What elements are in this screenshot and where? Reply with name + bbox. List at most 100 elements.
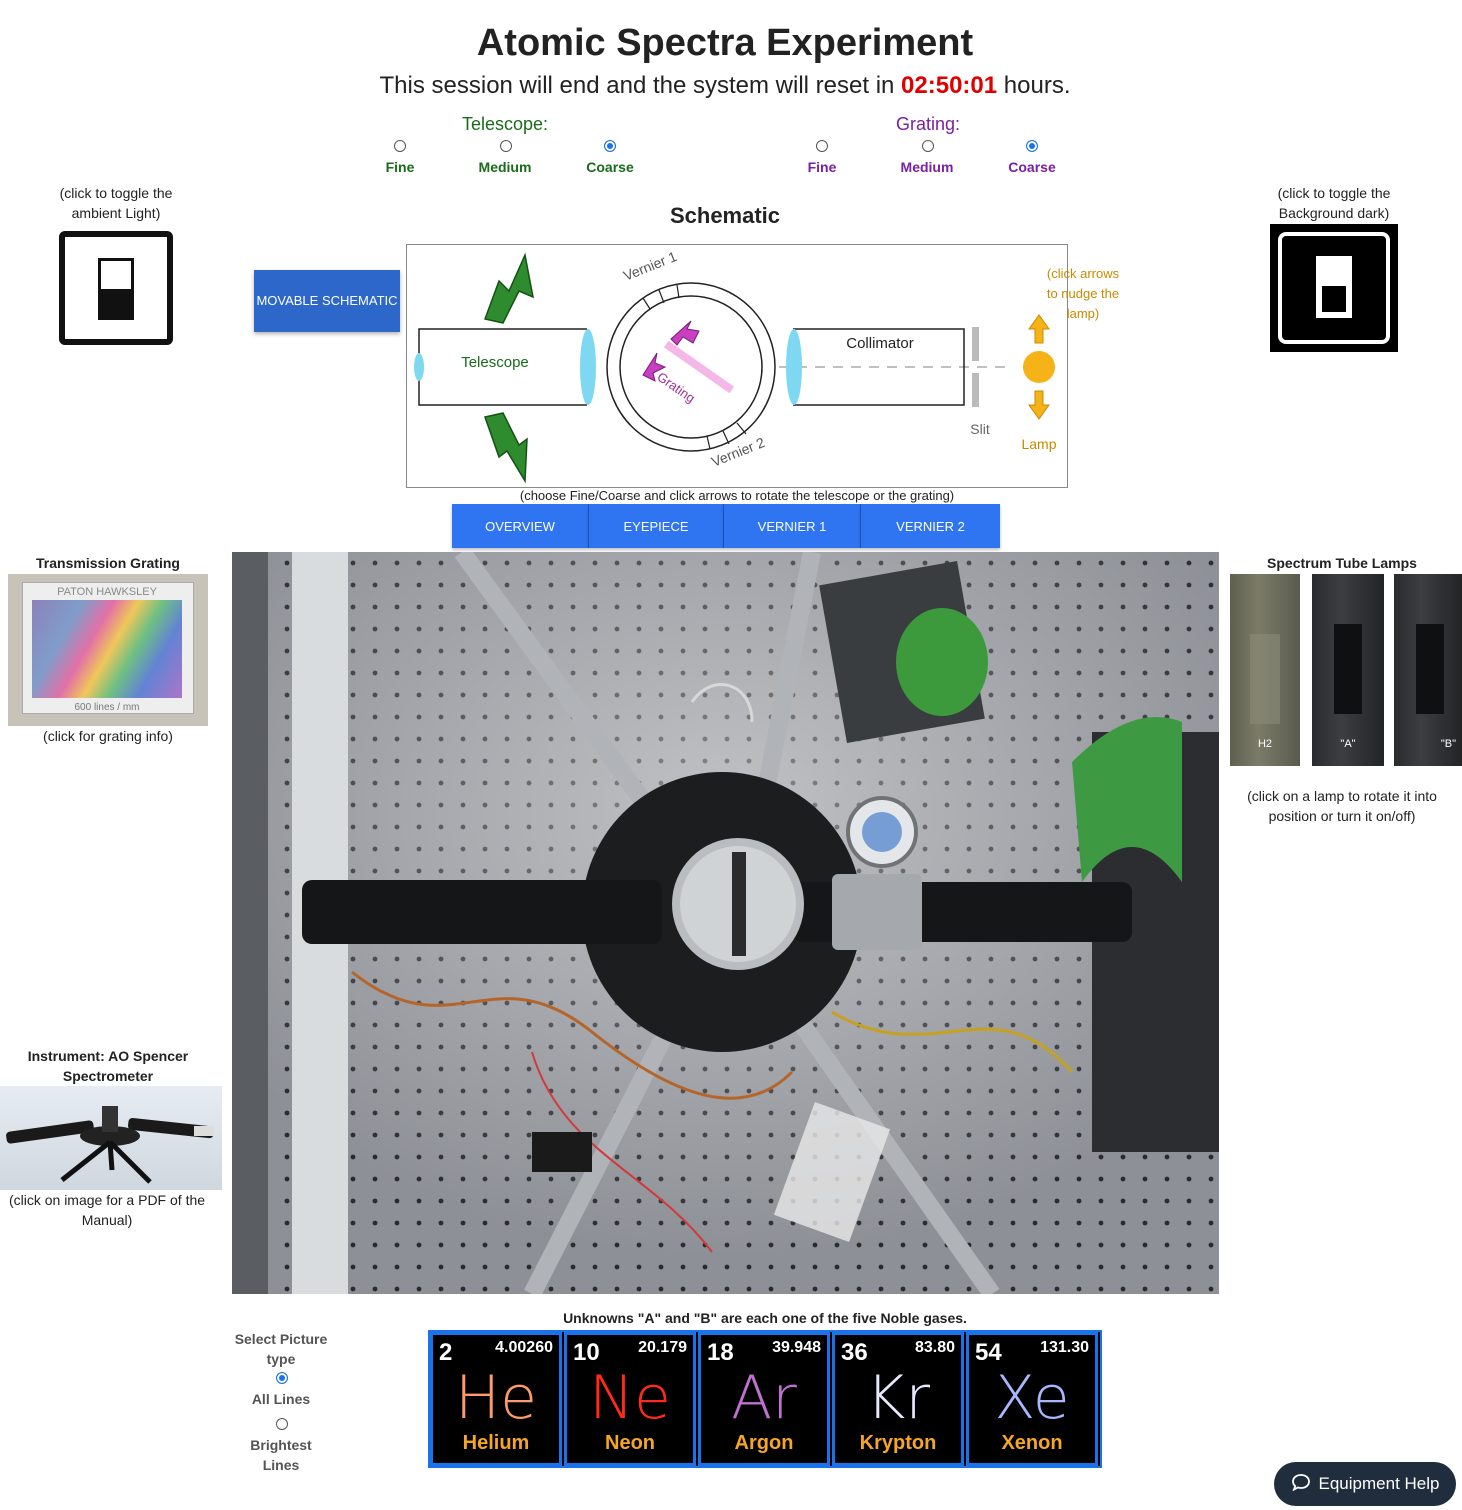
element-symbol: He [454,1363,538,1433]
chat-bubble-icon [1291,1473,1311,1496]
grating-group-label: Grating: [895,114,961,134]
element-number: 36 [841,1339,868,1366]
lamp-a[interactable]: "A" [1312,574,1384,766]
background-dark-toggle[interactable] [1270,224,1398,352]
switch-icon [1316,256,1352,318]
element-symbol: Xe [994,1363,1070,1433]
instrument-image[interactable] [0,1086,222,1190]
element-number: 10 [573,1339,600,1366]
grating-image[interactable]: PATON HAWKSLEY 600 lines / mm [8,574,208,726]
equipment-help-button[interactable]: Equipment Help [1274,1462,1456,1506]
lamps-strip: H2 "A" "B" [1230,574,1462,766]
element-number: 54 [975,1339,1002,1366]
lamps-hint: (click on a lamp to rotate it into posit… [1247,788,1437,824]
page-title: Atomic Spectra Experiment [476,22,974,64]
grating-fine-label[interactable]: Fine [807,159,837,175]
ambient-light-hint: (click to toggle the ambient Light) [59,185,173,221]
element-mass: 39.948 [772,1339,821,1356]
telescope-medium-radio[interactable] [500,140,512,152]
element-symbol: Ar [731,1363,797,1433]
instrument-manual-hint: (click on image for a PDF of the Manual) [8,1192,206,1228]
schematic-instructions: (choose Fine/Coarse and click arrows to … [519,488,955,503]
lamp-a-label: "A" [1340,738,1356,750]
noble-gases-strip: 2 4.00260 He Helium 10 20.179 Ne Neon 18… [428,1330,1102,1468]
element-card-neon[interactable]: 10 20.179 Ne Neon [564,1332,696,1466]
grating-medium-label[interactable]: Medium [900,159,954,175]
slit-label: Slit [970,421,990,437]
tab-eyepiece[interactable]: EYEPIECE [589,504,724,548]
telescope-coarse-label[interactable]: Coarse [586,159,634,175]
element-number: 2 [439,1339,453,1366]
grating-spec: 600 lines / mm [74,702,140,713]
lamp-nudge-hint: (click arrows to nudge the lamp) [1046,266,1120,321]
tab-overview[interactable]: OVERVIEW [452,504,589,548]
tab-vernier-2[interactable]: VERNIER 2 [861,504,1000,548]
grating-rotate-ccw-arrow [642,352,667,382]
telescope-coarse-radio[interactable] [604,140,616,152]
grating-fine-radio[interactable] [816,140,828,152]
element-card-xenon[interactable]: 54 131.30 Xe Xenon [966,1332,1098,1466]
element-mass: 83.80 [914,1339,955,1356]
equipment-help-label: Equipment Help [1318,1474,1440,1493]
brightest-lines-radio[interactable] [276,1418,288,1430]
element-symbol: Kr [865,1363,930,1433]
element-name: Xenon [1001,1432,1063,1454]
lamp-h2[interactable]: H2 [1230,574,1300,766]
lamp-h2-label: H2 [1257,738,1273,750]
element-name: Neon [605,1432,655,1454]
element-mass: 4.00260 [495,1339,553,1356]
schematic-diagram [414,252,1055,484]
collimator-label: Collimator [846,335,914,352]
grating-coarse-radio[interactable] [1026,140,1038,152]
lamp-icon [1023,351,1055,383]
movable-schematic-button[interactable]: MOVABLE SCHEMATIC [254,270,400,332]
session-timer-text: This session will end and the system wil… [0,72,1450,100]
telescope-label: Telescope [461,354,529,371]
session-timer: 02:50:01 [901,72,998,99]
schematic-title: Schematic [669,203,781,228]
picture-type-label: Select Picture type [234,1331,328,1367]
telescope-fine-radio[interactable] [394,140,406,152]
grating-rotate-cw-arrow [670,320,700,346]
switch-icon [98,258,134,320]
element-symbol: Ne [589,1363,671,1433]
lamps-title: Spectrum Tube Lamps [1267,555,1417,571]
telescope-fine-label[interactable]: Fine [385,159,415,175]
instrument-title: Instrument: AO Spencer Spectrometer [27,1048,189,1084]
background-dark-hint: (click to toggle the Background dark) [1277,185,1391,221]
element-mass: 131.30 [1040,1339,1089,1356]
element-name: Krypton [859,1432,937,1454]
ambient-light-toggle[interactable] [59,231,173,345]
element-card-argon[interactable]: 18 39.948 Ar Argon [698,1332,830,1466]
telescope-medium-label[interactable]: Medium [478,159,532,175]
session-prefix: This session will end and the system wil… [379,72,902,99]
tab-vernier-1[interactable]: VERNIER 1 [724,504,861,548]
camera-view [232,552,1219,1294]
spectrometer-camera-image [232,552,1219,1294]
grating-medium-radio[interactable] [922,140,934,152]
all-lines-radio[interactable] [276,1372,288,1384]
all-lines-label[interactable]: All Lines [251,1391,311,1407]
grating-coarse-label[interactable]: Coarse [1008,159,1056,175]
element-card-helium[interactable]: 2 4.00260 He Helium [430,1332,562,1466]
grating-bar [663,340,735,394]
element-name: Helium [462,1432,530,1454]
unknowns-caption: Unknowns "A" and "B" are each one of the… [563,1310,967,1326]
element-card-krypton[interactable]: 36 83.80 Kr Krypton [832,1332,964,1466]
lamp-b-label: "B" [1440,738,1456,750]
lamp-b[interactable]: "B" [1394,574,1462,766]
grating-brand: PATON HAWKSLEY [57,586,157,598]
grating-info-hint: (click for grating info) [43,728,173,744]
lamp-label: Lamp [1021,436,1057,452]
session-suffix: hours. [997,72,1071,99]
telescope-rotate-up-arrow [483,252,535,324]
lamp-up-arrow [1028,314,1050,344]
telescope-rotate-down-arrow [484,412,528,484]
schematic-panel: Telescope Collimator Grating Vernier 1 V… [406,244,1068,488]
lamp-down-arrow [1028,390,1050,420]
element-number: 18 [707,1339,734,1366]
spectrometer-icon [6,1106,214,1184]
element-name: Argon [734,1432,794,1454]
brightest-lines-label[interactable]: Brightest Lines [250,1437,312,1473]
telescope-group-label: Telescope: [461,114,549,134]
